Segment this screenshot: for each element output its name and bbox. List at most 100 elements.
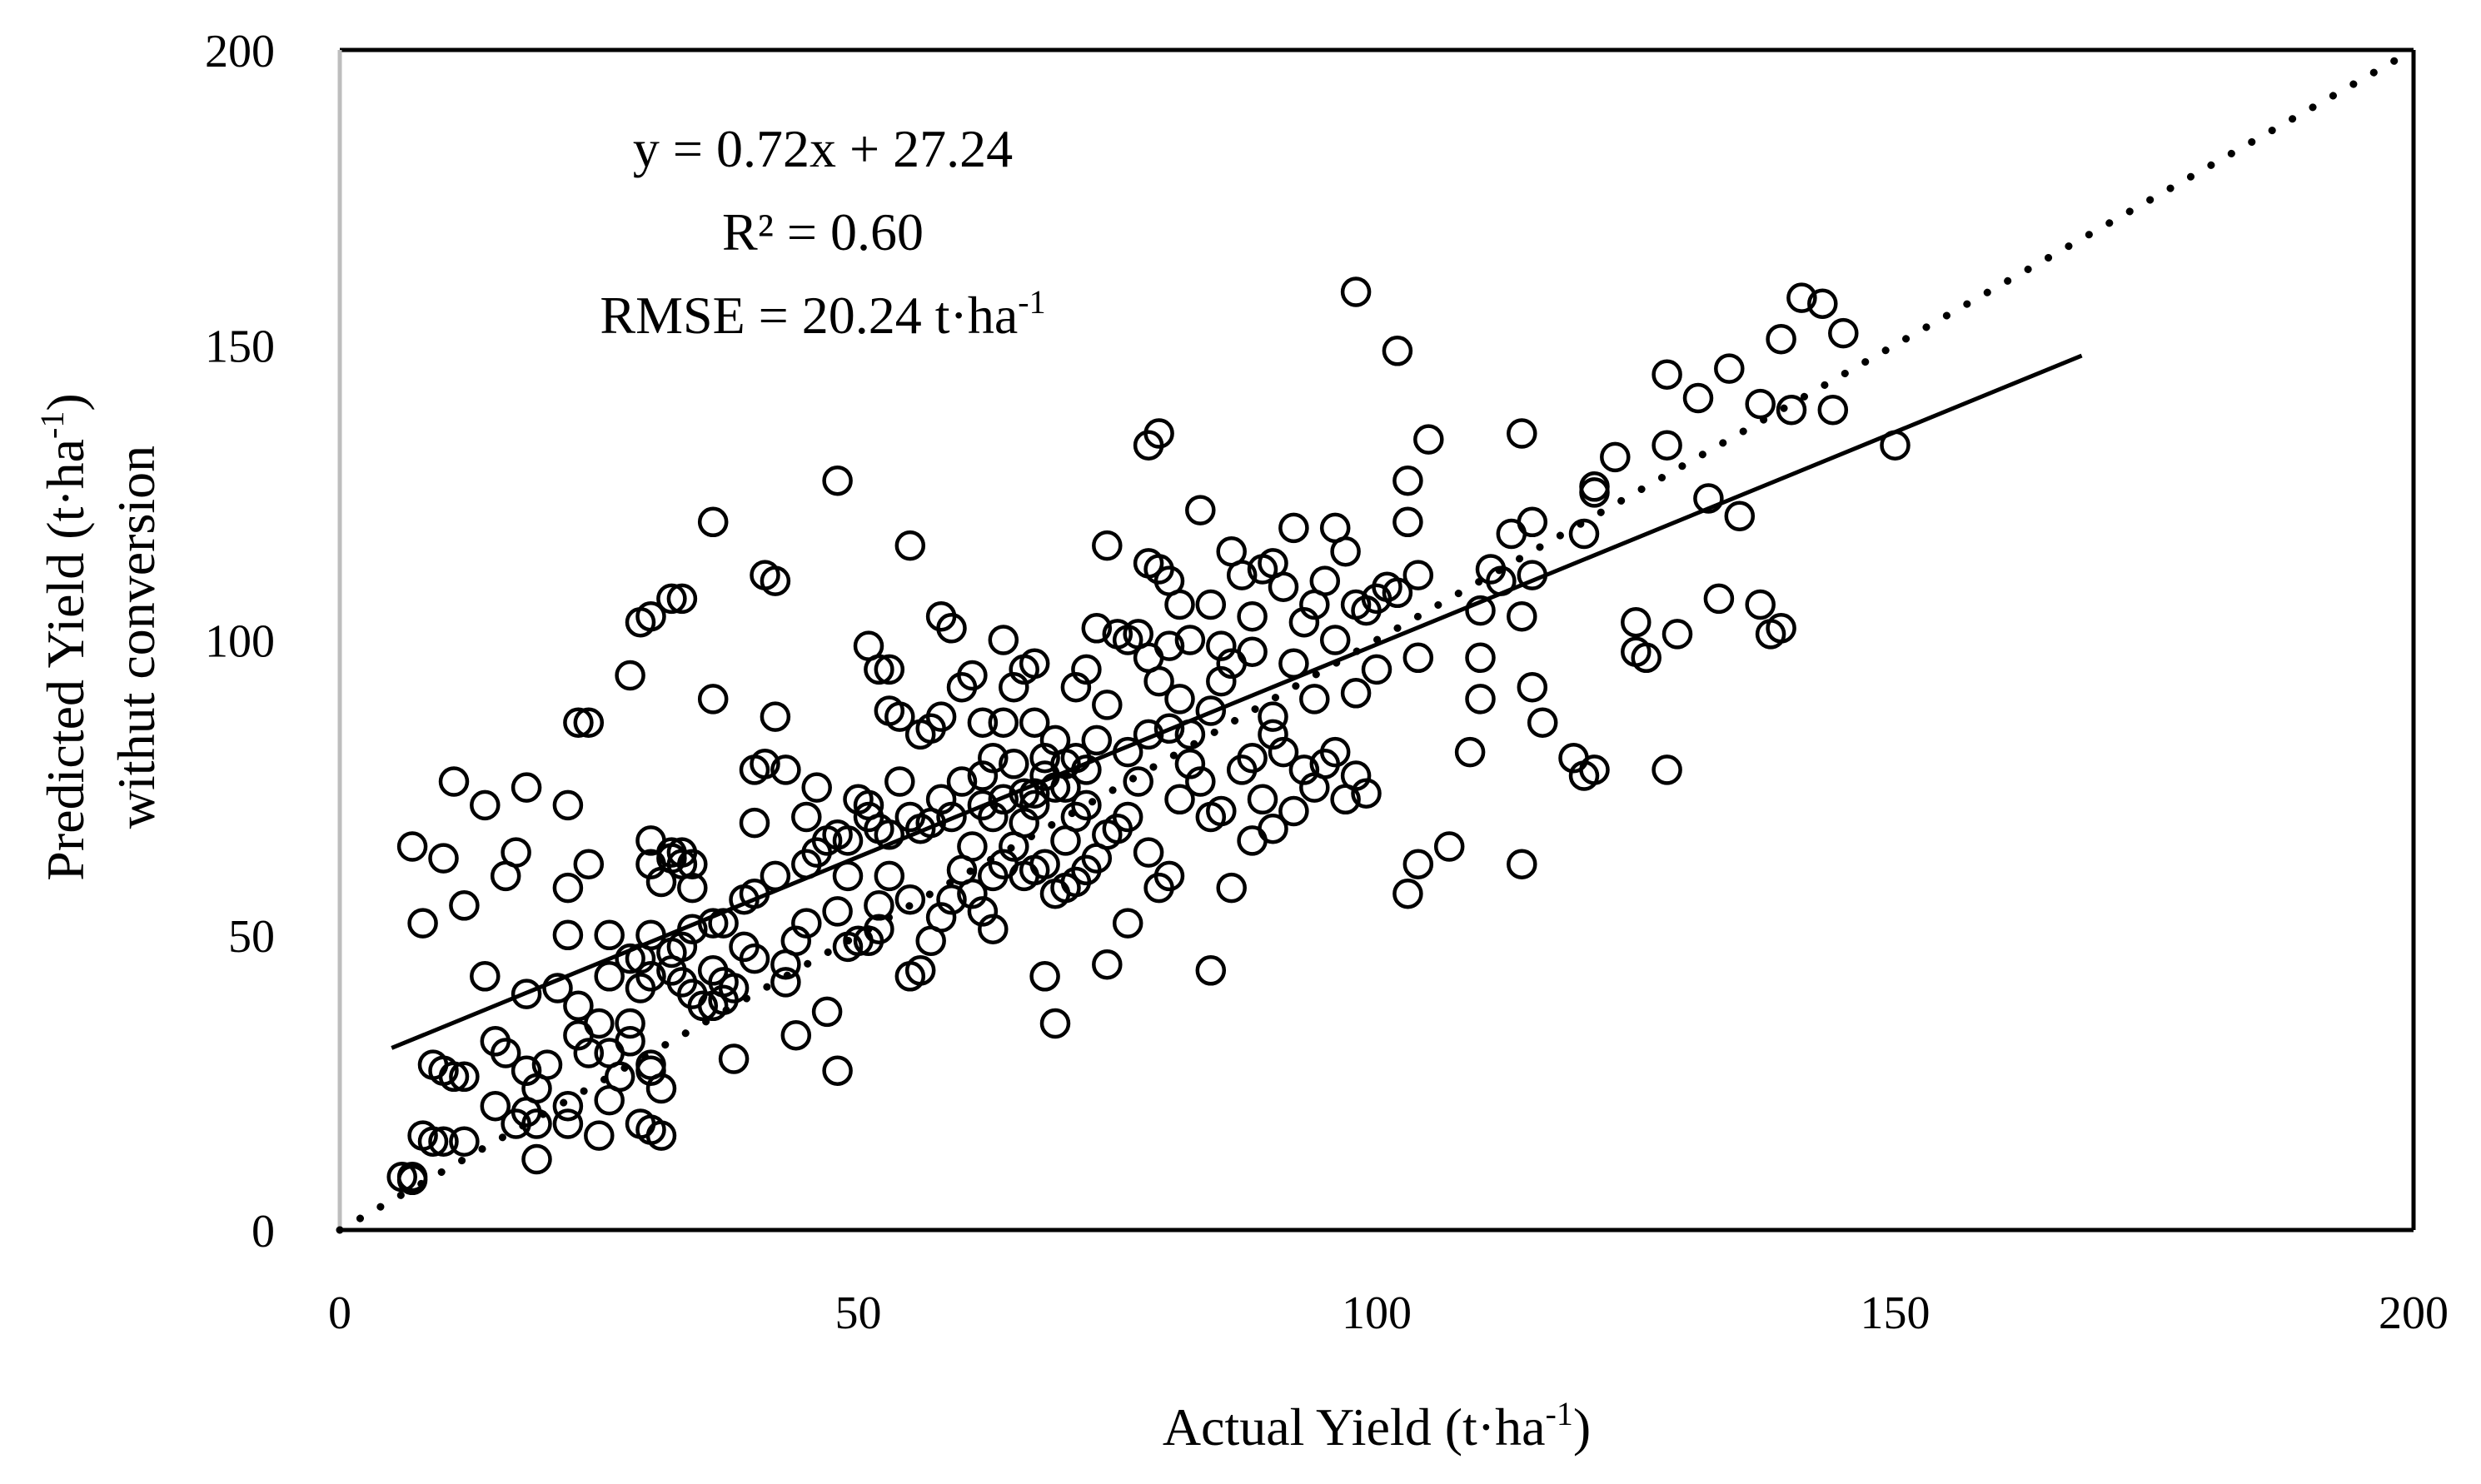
data-point <box>811 996 843 1028</box>
one-to-one-line <box>336 46 2418 1234</box>
data-point <box>1195 955 1227 986</box>
data-point <box>1216 648 1247 680</box>
data-point <box>687 990 719 1022</box>
data-point <box>1029 849 1060 879</box>
data-point <box>760 565 791 596</box>
data-point <box>925 701 957 732</box>
data-point <box>396 1164 428 1196</box>
data-point <box>1029 961 1060 992</box>
rmse-annotation: RMSE = 20.24 t·ha-1 <box>600 283 1045 345</box>
x-tick-label: 200 <box>2379 1287 2449 1339</box>
data-point <box>1745 589 1776 620</box>
data-point <box>874 860 905 892</box>
data-point <box>988 625 1019 655</box>
data-point <box>1600 441 1631 473</box>
data-point <box>957 878 988 909</box>
data-point <box>1081 725 1113 756</box>
data-point <box>1579 754 1610 785</box>
data-point <box>1143 418 1174 449</box>
data-point <box>1039 1008 1071 1039</box>
data-point <box>635 600 666 632</box>
data-point <box>978 742 1009 774</box>
data-point <box>1143 665 1174 697</box>
y-tick-label: 150 <box>205 321 275 372</box>
data-point <box>480 1026 511 1057</box>
data-point <box>1185 495 1216 525</box>
data-point <box>708 984 739 1015</box>
data-point <box>511 772 542 803</box>
data-point <box>1579 477 1610 508</box>
data-point <box>1143 872 1174 904</box>
data-point <box>718 1043 750 1074</box>
data-point <box>978 914 1009 944</box>
y-tick-label: 100 <box>205 616 275 668</box>
data-point <box>1206 665 1237 697</box>
data-point <box>1258 719 1288 750</box>
data-point <box>1507 418 1537 449</box>
data-point <box>1392 465 1423 496</box>
data-point <box>501 1108 531 1139</box>
data-point <box>573 849 605 879</box>
data-point <box>1714 353 1745 384</box>
data-point <box>470 789 501 821</box>
data-point <box>739 807 770 839</box>
data-point <box>1786 282 1817 313</box>
data-point <box>438 1061 470 1093</box>
data-point <box>449 1061 480 1093</box>
regression-line <box>391 353 2083 1050</box>
data-point <box>604 1061 635 1093</box>
data-point <box>1621 606 1652 638</box>
rmse-text: RMSE = 20.24 t·ha <box>600 286 1018 345</box>
data-point <box>1465 595 1496 626</box>
data-point <box>1392 878 1423 909</box>
data-point <box>1206 630 1237 661</box>
data-point <box>936 884 967 915</box>
data-point <box>957 660 988 691</box>
data-point <box>666 583 698 615</box>
data-point <box>999 749 1029 779</box>
data-point <box>1112 908 1143 939</box>
data-point <box>542 973 573 1003</box>
data-point <box>791 908 822 939</box>
data-point <box>1766 323 1796 355</box>
data-point <box>428 1126 459 1157</box>
data-point <box>1703 583 1735 615</box>
data-point <box>594 919 625 951</box>
data-point <box>1817 394 1849 426</box>
data-point <box>615 943 645 974</box>
data-point <box>407 908 438 939</box>
data-point <box>1164 589 1195 620</box>
data-point <box>760 701 791 732</box>
data-point <box>531 1049 563 1080</box>
y-tick-label: 50 <box>228 911 275 963</box>
data-point <box>1402 560 1434 590</box>
data-point <box>552 872 584 904</box>
data-point <box>1454 736 1486 768</box>
data-point <box>1288 606 1320 638</box>
data-point <box>1361 654 1392 685</box>
data-point <box>801 772 832 803</box>
data-point <box>697 506 729 538</box>
data-point <box>656 937 687 969</box>
data-point <box>1465 642 1496 674</box>
x-axis-label-sup: -1 <box>1546 1395 1573 1432</box>
data-point <box>853 801 884 833</box>
data-point <box>552 1108 584 1139</box>
data-point <box>832 825 864 856</box>
data-point <box>1745 388 1776 420</box>
data-point <box>1631 642 1661 674</box>
data-point <box>1174 749 1206 779</box>
data-point <box>635 1049 666 1080</box>
data-point <box>1268 736 1299 768</box>
data-point <box>552 789 584 821</box>
x-tick-label: 150 <box>1861 1287 1930 1339</box>
data-point <box>822 896 853 927</box>
data-point <box>988 707 1019 738</box>
data-point <box>677 849 708 879</box>
x-tick-label: 50 <box>835 1287 882 1339</box>
data-point <box>770 967 801 998</box>
data-point <box>1071 654 1102 685</box>
data-point <box>1652 359 1682 390</box>
data-point <box>1195 695 1227 726</box>
